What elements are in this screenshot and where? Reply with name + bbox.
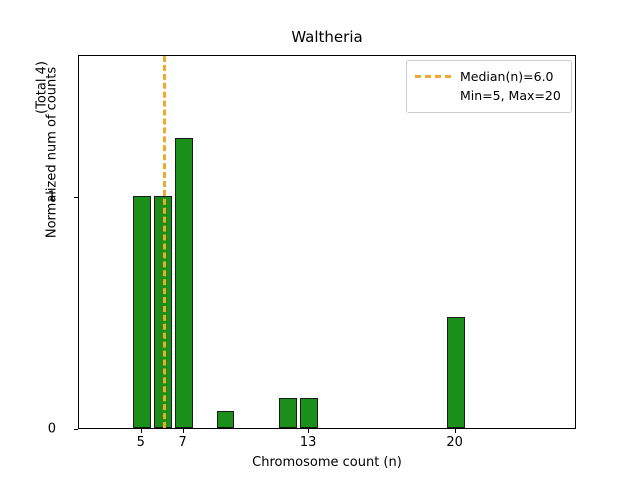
y-axis-total-label: (Total 4) [34, 61, 50, 114]
x-tick-mark [182, 429, 184, 433]
y-tick-label: 0 [47, 421, 56, 437]
bar [132, 195, 151, 428]
bar [300, 397, 319, 428]
bar [279, 397, 298, 428]
legend-item: Median(n)=6.0 [415, 67, 563, 86]
y-tick-label: 1 [47, 189, 56, 205]
median-line [162, 56, 166, 428]
page-title: Waltheria [291, 28, 363, 46]
bar [174, 137, 193, 428]
x-axis-label: Chromosome count (n) [252, 455, 402, 470]
x-tick-mark [308, 429, 310, 433]
x-tick-label: 5 [136, 435, 145, 450]
x-tick-mark [140, 429, 142, 433]
legend-item-label: Min=5, Max=20 [460, 88, 561, 103]
legend: Median(n)=6.0 Min=5, Max=20 [406, 60, 572, 113]
legend-item-label: Median(n)=6.0 [460, 69, 554, 84]
x-tick-label: 20 [446, 435, 463, 450]
bar [216, 410, 235, 428]
x-tick-mark [454, 429, 456, 433]
bar [446, 316, 465, 428]
y-tick-mark [74, 196, 78, 198]
legend-item: Min=5, Max=20 [415, 86, 563, 105]
x-tick-label: 7 [178, 435, 187, 450]
dashed-line-icon [415, 75, 451, 78]
x-tick-label: 13 [299, 435, 317, 450]
plot-area [78, 55, 576, 429]
y-tick-mark [74, 429, 78, 430]
